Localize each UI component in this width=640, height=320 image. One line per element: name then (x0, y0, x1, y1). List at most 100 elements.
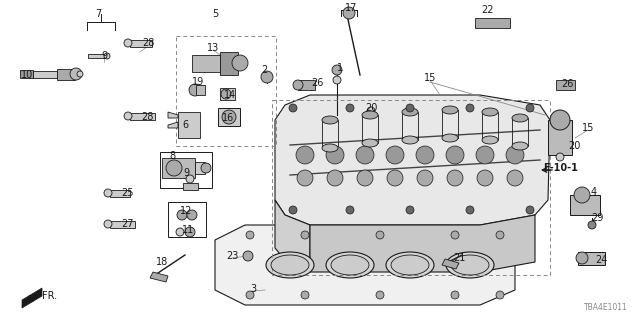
Ellipse shape (271, 255, 309, 275)
Polygon shape (57, 69, 75, 80)
Text: 3: 3 (250, 284, 256, 294)
Circle shape (189, 84, 201, 96)
Circle shape (289, 206, 297, 214)
Circle shape (447, 170, 463, 186)
Circle shape (261, 71, 273, 83)
Ellipse shape (446, 252, 494, 278)
Polygon shape (22, 288, 42, 308)
Circle shape (576, 252, 588, 264)
Ellipse shape (322, 116, 338, 124)
Polygon shape (168, 122, 178, 128)
Ellipse shape (402, 108, 418, 116)
Text: 6: 6 (182, 120, 188, 130)
Text: 28: 28 (142, 38, 154, 48)
Circle shape (417, 170, 433, 186)
Circle shape (376, 291, 384, 299)
Ellipse shape (331, 255, 369, 275)
Circle shape (104, 53, 110, 59)
Polygon shape (196, 85, 205, 95)
Text: 8: 8 (169, 151, 175, 161)
Polygon shape (195, 162, 205, 174)
Ellipse shape (512, 142, 528, 150)
Text: 13: 13 (207, 43, 219, 53)
Circle shape (451, 231, 459, 239)
Text: E-10-1: E-10-1 (543, 163, 579, 173)
Polygon shape (130, 40, 152, 47)
Circle shape (333, 76, 341, 84)
Circle shape (187, 210, 197, 220)
Circle shape (166, 160, 182, 176)
Circle shape (297, 170, 313, 186)
Circle shape (176, 228, 184, 236)
Circle shape (506, 146, 524, 164)
Circle shape (246, 231, 254, 239)
Bar (168, 202, 206, 237)
Polygon shape (475, 18, 510, 28)
Circle shape (416, 146, 434, 164)
Ellipse shape (451, 255, 489, 275)
Polygon shape (275, 95, 550, 225)
Polygon shape (20, 70, 33, 78)
Circle shape (476, 146, 494, 164)
Circle shape (124, 112, 132, 120)
Circle shape (221, 89, 231, 99)
Circle shape (104, 220, 112, 228)
Text: 10: 10 (21, 70, 33, 80)
Text: 29: 29 (591, 213, 603, 223)
Ellipse shape (266, 252, 314, 278)
Bar (176, 36, 276, 146)
Text: 12: 12 (180, 206, 192, 216)
Circle shape (574, 187, 590, 203)
Circle shape (387, 170, 403, 186)
Circle shape (356, 146, 374, 164)
Circle shape (406, 206, 414, 214)
Bar (218, 108, 240, 126)
Text: 27: 27 (121, 219, 133, 229)
Circle shape (550, 110, 570, 130)
Circle shape (293, 80, 303, 90)
Circle shape (243, 251, 253, 261)
Circle shape (343, 7, 355, 19)
Text: 1: 1 (337, 63, 343, 73)
Polygon shape (110, 190, 130, 197)
Ellipse shape (482, 136, 498, 144)
Polygon shape (442, 259, 459, 269)
Circle shape (526, 206, 534, 214)
Text: 21: 21 (453, 253, 465, 263)
Polygon shape (578, 252, 605, 265)
Circle shape (296, 146, 314, 164)
Ellipse shape (482, 108, 498, 116)
Polygon shape (275, 200, 310, 270)
Ellipse shape (362, 139, 378, 147)
Circle shape (357, 170, 373, 186)
Polygon shape (110, 221, 135, 228)
Text: 15: 15 (424, 73, 436, 83)
Polygon shape (548, 120, 572, 155)
Circle shape (232, 55, 248, 71)
Bar (272, 100, 550, 275)
Polygon shape (220, 88, 235, 100)
Circle shape (556, 153, 564, 161)
Text: 20: 20 (568, 141, 580, 151)
Text: 20: 20 (365, 103, 377, 113)
Text: 7: 7 (95, 9, 101, 19)
Polygon shape (162, 158, 195, 178)
Circle shape (326, 146, 344, 164)
Text: 2: 2 (261, 65, 267, 75)
Polygon shape (570, 195, 600, 215)
Polygon shape (556, 80, 575, 90)
Circle shape (289, 104, 297, 112)
Circle shape (186, 175, 194, 183)
Circle shape (124, 39, 132, 47)
Polygon shape (178, 112, 200, 138)
Polygon shape (168, 112, 178, 118)
Polygon shape (298, 80, 315, 90)
Ellipse shape (442, 134, 458, 142)
Circle shape (327, 170, 343, 186)
Circle shape (246, 291, 254, 299)
Text: 25: 25 (121, 188, 133, 198)
Circle shape (77, 71, 83, 77)
Circle shape (496, 231, 504, 239)
Circle shape (332, 65, 342, 75)
Ellipse shape (322, 144, 338, 152)
